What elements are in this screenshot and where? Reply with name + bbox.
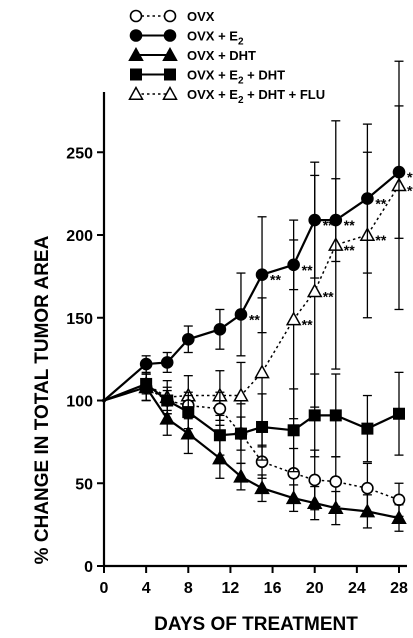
y-tick-label: 100 [66, 394, 93, 411]
significance-label: ** [323, 217, 334, 233]
significance-label: ** [407, 169, 413, 185]
y-axis-title: % CHANGE IN TOTAL TUMOR AREA [32, 235, 53, 564]
legend-label: OVX [187, 9, 215, 24]
x-tick-label: 8 [184, 580, 193, 597]
significance-label: ** [407, 182, 413, 198]
series-0 [103, 373, 406, 517]
legend-item: OVX + E2 + DHT [130, 68, 285, 87]
data-point [392, 493, 406, 507]
data-point [361, 422, 374, 435]
data-point [233, 387, 249, 402]
x-tick-label: 4 [142, 580, 151, 597]
significance-label: ** [375, 196, 386, 212]
data-point [212, 450, 228, 465]
data-point [329, 409, 342, 422]
data-point [285, 311, 302, 326]
series-line [103, 385, 400, 520]
data-point [287, 424, 300, 437]
significance-label: ** [323, 288, 334, 304]
y-tick-label: 0 [84, 559, 93, 576]
y-tick-label: 50 [75, 476, 93, 493]
data-point [234, 308, 248, 321]
data-point [306, 495, 323, 510]
data-point [256, 420, 269, 433]
legend-label: OVX + E2 [187, 29, 244, 48]
data-point [213, 402, 227, 416]
legend-marker [162, 85, 178, 100]
data-point [233, 468, 249, 483]
data-point [234, 427, 247, 440]
data-point [328, 500, 344, 515]
x-tick-label: 28 [390, 580, 408, 597]
data-point [393, 407, 405, 420]
data-point [254, 364, 270, 379]
significance-label: ** [270, 272, 281, 288]
series-line [103, 386, 400, 501]
legend-marker [163, 29, 177, 42]
data-point [329, 475, 343, 488]
legend-label: OVX + E2 + DHT + FLU [187, 87, 325, 106]
legend-label: OVX + DHT [187, 48, 256, 63]
data-point [392, 165, 406, 179]
y-tick-label: 200 [66, 228, 93, 245]
data-point [361, 192, 374, 205]
data-point [285, 490, 302, 505]
legend-item: OVX + E2 + DHT + FLU [128, 85, 325, 106]
data-point [254, 480, 270, 495]
data-point [160, 356, 174, 369]
legend-marker [129, 9, 143, 23]
legend-marker [130, 68, 142, 81]
significance-label: ** [375, 232, 386, 248]
data-point [359, 503, 376, 518]
legend-marker [128, 46, 144, 61]
x-tick-label: 24 [348, 580, 366, 597]
series-2 [103, 373, 407, 532]
legend-marker [128, 85, 144, 100]
data-point [308, 213, 322, 227]
legend-marker [163, 9, 177, 23]
significance-label: ** [344, 242, 355, 258]
x-tick-label: 0 [100, 580, 109, 597]
data-point [361, 481, 374, 495]
x-tick-label: 12 [222, 580, 240, 597]
y-tick-label: 250 [66, 145, 93, 162]
data-point [329, 213, 343, 227]
legend-marker [129, 29, 143, 42]
data-point [391, 509, 407, 524]
x-axis-title: DAYS OF TREATMENT [154, 614, 358, 635]
legend-item: OVX [129, 9, 215, 24]
data-point [180, 425, 197, 440]
significance-label: ** [249, 311, 260, 327]
legend-item: OVX + E2 [129, 29, 244, 48]
legend-marker [164, 68, 176, 81]
data-point [181, 332, 195, 346]
data-point [139, 357, 153, 371]
series-1 [103, 105, 406, 402]
y-tick-label: 150 [66, 311, 93, 328]
x-tick-label: 20 [306, 580, 324, 597]
data-point [308, 409, 321, 422]
data-point [213, 323, 227, 336]
data-point [255, 268, 269, 282]
x-tick-label: 16 [264, 580, 282, 597]
legend-marker [162, 46, 178, 61]
origin-point [102, 398, 106, 403]
significance-label: ** [302, 316, 313, 332]
legend-item: OVX + DHT [128, 46, 256, 63]
legend-label: OVX + E2 + DHT [187, 68, 285, 87]
data-point [138, 379, 154, 394]
significance-label: ** [302, 262, 313, 278]
data-point [287, 258, 300, 272]
significance-label: ** [344, 217, 355, 233]
data-point [306, 283, 323, 298]
data-point [159, 410, 175, 425]
data-point [308, 473, 322, 487]
